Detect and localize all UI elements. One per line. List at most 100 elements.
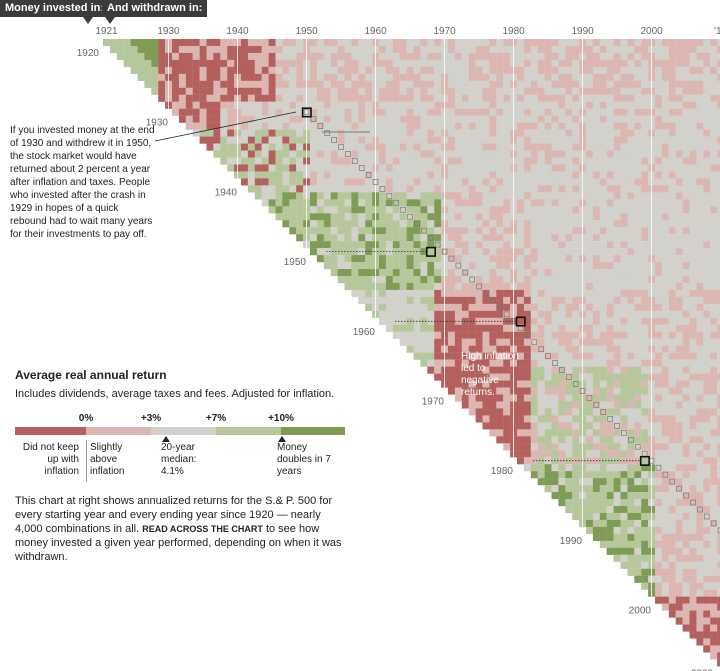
heatmap-cell — [261, 66, 269, 74]
heatmap-cell — [158, 80, 166, 88]
heatmap-cell — [558, 401, 566, 409]
heatmap-cell — [544, 394, 552, 402]
heatmap-cell — [717, 115, 720, 123]
heatmap-cell — [461, 338, 469, 346]
heatmap-cell — [247, 136, 255, 144]
heatmap-cell — [448, 199, 456, 207]
heatmap-cell — [448, 66, 456, 74]
heatmap-cell — [641, 234, 649, 242]
heatmap-cell — [537, 429, 545, 437]
heatmap-cell — [565, 220, 573, 228]
heatmap-cell — [572, 317, 580, 325]
heatmap-cell — [558, 324, 566, 332]
heatmap-cell — [537, 359, 545, 367]
heatmap-cell — [517, 101, 525, 109]
heatmap-cell — [261, 115, 269, 123]
heatmap-cell — [358, 115, 366, 123]
heatmap-cell — [151, 52, 159, 61]
heatmap-cell — [227, 164, 235, 172]
heatmap-cell — [696, 415, 704, 423]
heatmap-cell — [489, 136, 497, 144]
heatmap-cell — [213, 94, 221, 102]
heatmap-cell — [496, 324, 504, 332]
heatmap-cell — [641, 282, 649, 291]
heatmap-cell — [606, 52, 614, 61]
heatmap-cell — [213, 115, 221, 123]
heatmap-cell — [475, 136, 483, 144]
heatmap-cell — [413, 241, 421, 249]
heatmap-cell — [247, 59, 255, 68]
heatmap-cell — [330, 150, 338, 158]
heatmap-cell — [523, 408, 531, 416]
heatmap-cell — [468, 317, 476, 325]
heatmap-cell — [544, 101, 552, 109]
heatmap-cell — [661, 422, 669, 430]
heatmap-cell — [185, 45, 193, 54]
heatmap-cell — [627, 80, 635, 88]
heatmap-cell — [641, 422, 649, 430]
heatmap-cell — [227, 101, 235, 109]
heatmap-cell — [641, 289, 649, 298]
heatmap-cell — [668, 610, 676, 618]
heatmap-cell — [682, 582, 690, 590]
heatmap-cell — [379, 213, 387, 221]
heatmap-cell — [586, 94, 594, 102]
heatmap-cell — [316, 185, 324, 193]
heatmap-cell — [696, 289, 704, 298]
heatmap-cell — [427, 206, 435, 214]
heatmap-cell — [523, 192, 531, 200]
heatmap-cell — [420, 317, 428, 325]
heatmap-cell — [434, 262, 442, 270]
heatmap-cell — [551, 317, 559, 325]
heatmap-cell — [599, 108, 607, 116]
heatmap-cell — [227, 157, 235, 165]
heatmap-cell — [247, 171, 255, 179]
heatmap-cell — [682, 380, 690, 388]
heatmap-cell — [475, 415, 483, 423]
heatmap-cell — [606, 464, 614, 472]
heatmap-cell — [641, 464, 649, 472]
heatmap-cell — [482, 115, 490, 123]
heatmap-cell — [682, 457, 690, 465]
heatmap-cell — [655, 478, 663, 486]
heatmap-cell — [717, 526, 720, 535]
heatmap-cell — [461, 122, 469, 130]
heatmap-cell — [461, 241, 469, 249]
heatmap-cell — [337, 87, 345, 95]
heatmap-cell — [399, 73, 407, 81]
heatmap-cell — [358, 73, 366, 81]
heatmap-cell — [406, 192, 414, 200]
heatmap-cell — [682, 512, 690, 521]
heatmap-cell — [289, 164, 297, 172]
heatmap-cell — [496, 213, 504, 221]
heatmap-cell — [482, 289, 490, 298]
heatmap-cell — [682, 624, 690, 632]
heatmap-cell — [551, 269, 559, 277]
heatmap-cell — [503, 178, 511, 186]
heatmap-cell — [627, 352, 635, 360]
heatmap-cell — [351, 282, 359, 291]
heatmap-cell — [530, 213, 538, 221]
heatmap-cell — [558, 394, 566, 402]
heatmap-cell — [599, 519, 607, 528]
heatmap-cell — [620, 547, 628, 555]
heatmap-cell — [241, 136, 249, 144]
heatmap-cell — [703, 464, 711, 472]
heatmap-cell — [517, 122, 525, 130]
heatmap-cell — [565, 415, 573, 423]
heatmap-cell — [316, 227, 324, 235]
heatmap-cell — [358, 108, 366, 116]
heatmap-cell — [503, 150, 511, 158]
heatmap-cell — [399, 101, 407, 109]
heatmap-cell — [406, 338, 414, 346]
heatmap-cell — [661, 136, 669, 144]
heatmap-cell — [551, 66, 559, 74]
heatmap-cell — [365, 143, 373, 151]
heatmap-cell — [489, 206, 497, 214]
heatmap-cell — [599, 401, 607, 409]
heatmap-cell — [703, 485, 711, 493]
heatmap-cell — [551, 255, 559, 263]
heatmap-cell — [675, 464, 683, 472]
heatmap-cell — [696, 143, 704, 151]
heatmap-cell — [282, 157, 290, 165]
